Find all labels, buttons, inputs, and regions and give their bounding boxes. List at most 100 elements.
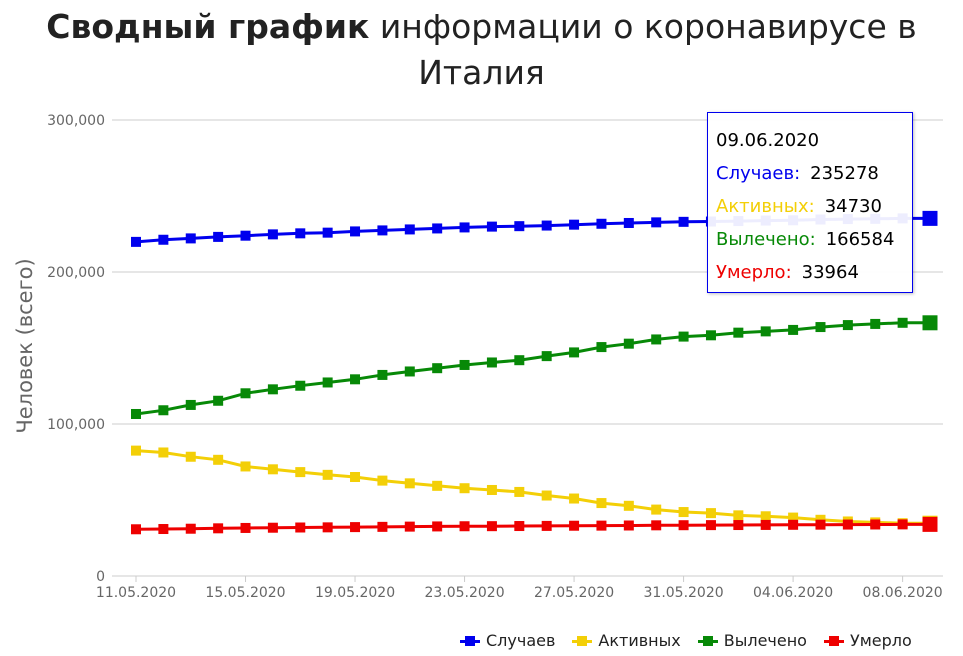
- data-point-cases[interactable]: [678, 216, 689, 227]
- legend-item-active[interactable]: Активных: [572, 631, 681, 650]
- data-point-recovered[interactable]: [897, 317, 908, 328]
- data-point-recovered[interactable]: [322, 377, 333, 388]
- data-point-cases[interactable]: [404, 224, 415, 235]
- data-point-cases[interactable]: [541, 220, 552, 231]
- data-point-cases[interactable]: [377, 225, 388, 236]
- data-point-deaths[interactable]: [432, 521, 443, 532]
- data-point-active[interactable]: [733, 510, 744, 521]
- data-point-recovered[interactable]: [459, 359, 470, 370]
- data-point-recovered[interactable]: [541, 351, 552, 362]
- data-point-cases[interactable]: [623, 217, 634, 228]
- data-point-deaths[interactable]: [350, 522, 361, 533]
- data-point-deaths[interactable]: [788, 519, 799, 530]
- data-point-recovered[interactable]: [623, 338, 634, 349]
- data-point-recovered[interactable]: [404, 366, 415, 377]
- data-point-active[interactable]: [541, 490, 552, 501]
- data-point-deaths[interactable]: [705, 520, 716, 531]
- data-point-deaths[interactable]: [815, 519, 826, 530]
- data-point-recovered[interactable]: [569, 347, 580, 358]
- data-point-active[interactable]: [623, 500, 634, 511]
- data-point-deaths[interactable]: [131, 524, 141, 535]
- data-point-recovered[interactable]: [678, 331, 689, 342]
- data-point-active[interactable]: [705, 508, 716, 519]
- data-point-recovered[interactable]: [185, 399, 196, 410]
- data-point-cases[interactable]: [240, 230, 251, 241]
- data-point-deaths[interactable]: [623, 520, 634, 531]
- data-point-recovered[interactable]: [350, 374, 361, 385]
- data-point-active[interactable]: [486, 484, 497, 495]
- data-point-deaths[interactable]: [596, 520, 607, 531]
- data-point-active[interactable]: [213, 454, 224, 465]
- data-point-active[interactable]: [350, 472, 361, 483]
- data-point-cases[interactable]: [596, 218, 607, 229]
- data-point-deaths[interactable]: [569, 520, 580, 531]
- data-point-recovered[interactable]: [733, 327, 744, 338]
- data-point-active[interactable]: [185, 451, 196, 462]
- data-point-deaths[interactable]: [870, 519, 881, 530]
- data-point-active[interactable]: [404, 478, 415, 489]
- data-point-deaths[interactable]: [733, 520, 744, 531]
- data-point-cases[interactable]: [295, 228, 306, 239]
- data-point-cases[interactable]: [651, 217, 662, 228]
- legend-item-deaths[interactable]: Умерло: [823, 631, 912, 650]
- data-point-deaths[interactable]: [295, 522, 306, 533]
- data-point-deaths[interactable]: [678, 520, 689, 531]
- data-point-cases[interactable]: [486, 221, 497, 232]
- data-point-recovered[interactable]: [240, 388, 251, 399]
- data-point-recovered[interactable]: [486, 357, 497, 368]
- data-point-cases[interactable]: [922, 210, 938, 226]
- data-point-cases[interactable]: [213, 231, 224, 242]
- data-point-active[interactable]: [514, 486, 525, 497]
- data-point-recovered[interactable]: [651, 334, 662, 345]
- data-point-deaths[interactable]: [158, 524, 169, 535]
- data-point-active[interactable]: [267, 464, 278, 475]
- data-point-deaths[interactable]: [377, 521, 388, 532]
- data-point-recovered[interactable]: [158, 405, 169, 416]
- data-point-deaths[interactable]: [240, 522, 251, 533]
- data-point-active[interactable]: [678, 507, 689, 518]
- data-point-active[interactable]: [322, 469, 333, 480]
- legend-item-cases[interactable]: Случаев: [460, 631, 555, 650]
- data-point-deaths[interactable]: [651, 520, 662, 531]
- data-point-active[interactable]: [788, 512, 799, 523]
- data-point-recovered[interactable]: [760, 326, 771, 337]
- legend-item-recovered[interactable]: Вылечено: [697, 631, 807, 650]
- data-point-recovered[interactable]: [788, 324, 799, 335]
- data-point-deaths[interactable]: [897, 519, 908, 530]
- data-point-recovered[interactable]: [705, 330, 716, 341]
- data-point-recovered[interactable]: [514, 355, 525, 366]
- data-point-deaths[interactable]: [185, 523, 196, 534]
- data-point-cases[interactable]: [514, 221, 525, 232]
- data-point-deaths[interactable]: [322, 522, 333, 533]
- data-point-cases[interactable]: [432, 223, 443, 234]
- data-point-deaths[interactable]: [842, 519, 853, 530]
- data-point-cases[interactable]: [158, 234, 169, 245]
- data-point-deaths[interactable]: [459, 521, 470, 532]
- data-point-active[interactable]: [569, 493, 580, 504]
- data-point-recovered[interactable]: [870, 318, 881, 329]
- data-point-cases[interactable]: [459, 222, 470, 233]
- data-point-deaths[interactable]: [760, 519, 771, 530]
- data-point-active[interactable]: [377, 475, 388, 486]
- data-point-cases[interactable]: [322, 227, 333, 238]
- data-point-deaths[interactable]: [267, 522, 278, 533]
- data-point-recovered[interactable]: [267, 384, 278, 395]
- data-point-active[interactable]: [651, 504, 662, 515]
- data-point-recovered[interactable]: [377, 369, 388, 380]
- data-point-active[interactable]: [459, 483, 470, 494]
- data-point-cases[interactable]: [569, 219, 580, 230]
- data-point-deaths[interactable]: [404, 521, 415, 532]
- data-point-recovered[interactable]: [295, 380, 306, 391]
- data-point-active[interactable]: [158, 447, 169, 458]
- data-point-active[interactable]: [596, 498, 607, 509]
- data-point-active[interactable]: [295, 467, 306, 478]
- data-point-recovered[interactable]: [815, 322, 826, 333]
- data-point-deaths[interactable]: [541, 520, 552, 531]
- data-point-recovered[interactable]: [213, 395, 224, 406]
- data-point-recovered[interactable]: [922, 315, 938, 331]
- data-point-active[interactable]: [432, 480, 443, 491]
- data-point-cases[interactable]: [350, 226, 361, 237]
- data-point-cases[interactable]: [267, 229, 278, 240]
- data-point-recovered[interactable]: [131, 408, 141, 419]
- data-point-recovered[interactable]: [432, 363, 443, 374]
